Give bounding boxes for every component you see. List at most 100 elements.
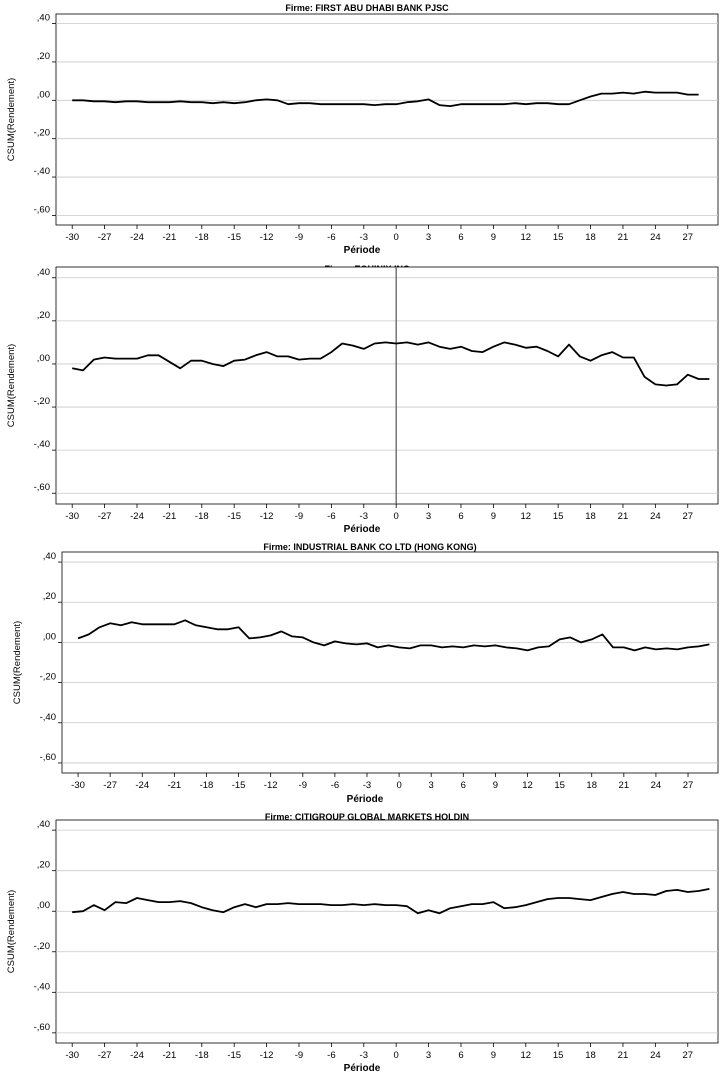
x-tick-label: 6	[461, 780, 466, 791]
x-tick-label: 3	[426, 232, 431, 243]
series-line	[72, 90, 699, 107]
x-tick-label: -21	[167, 780, 181, 791]
plot-area	[55, 13, 719, 226]
chart-title: Firme: CITIGROUP GLOBAL MARKETS HOLDIN	[265, 812, 469, 822]
x-tick-label: 18	[585, 232, 596, 243]
x-tick-label: 21	[618, 511, 629, 522]
x-tick-label: 6	[458, 1050, 463, 1061]
x-tick-label: 3	[426, 1050, 431, 1061]
y-axis-label: CSUM(Rendement)	[6, 78, 17, 161]
chart-4: Firme: CITIGROUP GLOBAL MARKETS HOLDIN ,4…	[6, 812, 719, 1074]
series-line	[72, 341, 710, 387]
x-tick-label: -18	[200, 780, 214, 791]
x-tick-label: 21	[618, 1050, 629, 1061]
y-tick-label: ,00	[37, 900, 50, 911]
x-tick-label: -12	[260, 1050, 274, 1061]
y-axis-label: CSUM(Rendement)	[12, 621, 23, 704]
x-tick-label: -15	[227, 232, 241, 243]
y-tick-label: ,40	[37, 819, 50, 830]
y-tick-label: ,00	[43, 631, 56, 642]
x-tick-label: 3	[429, 780, 434, 791]
y-tick-label: -,20	[34, 941, 50, 952]
y-tick-label: -,40	[34, 166, 50, 177]
x-tick-label: -27	[103, 780, 117, 791]
y-tick-label: -,60	[40, 752, 56, 763]
x-tick-label: -21	[163, 511, 177, 522]
x-tick-label: -18	[195, 1050, 209, 1061]
series-line	[77, 619, 710, 652]
x-axis-label: Période	[344, 524, 381, 535]
y-tick-label: -,20	[34, 128, 50, 139]
y-tick-label: ,20	[37, 51, 50, 62]
x-tick-label: 18	[585, 1050, 596, 1061]
x-tick-label: -27	[98, 232, 112, 243]
x-tick-label: 27	[683, 780, 694, 791]
y-tick-label: ,40	[37, 267, 50, 278]
x-tick-label: 9	[491, 511, 496, 522]
y-tick-label: -,60	[34, 204, 50, 215]
x-tick-label: 9	[493, 780, 498, 791]
x-tick-label: 15	[553, 1050, 564, 1061]
x-tick-label: -30	[65, 1050, 79, 1061]
y-tick-label: ,40	[43, 551, 56, 562]
chart-3: Firme: INDUSTRIAL BANK CO LTD (HONG KONG…	[12, 542, 719, 805]
x-tick-label: 24	[650, 511, 661, 522]
y-tick-label: -,20	[34, 396, 50, 407]
x-tick-label: 21	[619, 780, 630, 791]
x-tick-label: 27	[682, 511, 693, 522]
x-tick-label: -24	[130, 232, 144, 243]
x-tick-label: -12	[260, 511, 274, 522]
x-tick-label: 9	[491, 1050, 496, 1061]
x-tick-label: -18	[195, 511, 209, 522]
y-tick-label: -,40	[34, 439, 50, 450]
y-tick-label: -,20	[40, 672, 56, 683]
x-tick-label: -27	[98, 1050, 112, 1061]
x-tick-label: 9	[491, 232, 496, 243]
y-tick-label: -,40	[40, 712, 56, 723]
x-tick-label: -9	[295, 511, 303, 522]
x-tick-label: -15	[227, 1050, 241, 1061]
x-tick-label: -30	[71, 780, 85, 791]
x-tick-label: -6	[327, 1050, 335, 1061]
x-tick-label: 0	[394, 1050, 399, 1061]
x-tick-label: -6	[327, 511, 335, 522]
y-tick-label: ,40	[37, 13, 50, 24]
y-tick-label: ,20	[37, 860, 50, 871]
plot-area	[55, 266, 719, 505]
x-tick-label: 24	[650, 232, 661, 243]
x-tick-label: -27	[98, 511, 112, 522]
x-tick-label: 24	[651, 780, 662, 791]
x-tick-label: -24	[130, 511, 144, 522]
chart-1: Firme: FIRST ABU DHABI BANK PJSC ,40 ,20 ,0…	[6, 3, 719, 256]
x-tick-label: -30	[65, 232, 79, 243]
x-tick-label: 21	[618, 232, 629, 243]
x-tick-label: -6	[327, 232, 335, 243]
x-tick-label: -9	[295, 1050, 303, 1061]
x-tick-label: 6	[458, 511, 463, 522]
x-tick-label: -24	[135, 780, 149, 791]
y-tick-label: ,00	[37, 353, 50, 364]
plot-area	[55, 819, 719, 1044]
x-tick-label: 12	[520, 1050, 531, 1061]
plot-area	[61, 551, 719, 774]
chart-2: Firme: EQUINIX INC,40,20,00-,20-,40-,60-…	[6, 264, 719, 535]
x-tick-label: 0	[394, 511, 399, 522]
y-tick-label: ,00	[37, 89, 50, 100]
x-tick-label: -15	[227, 511, 241, 522]
y-tick-label: -,60	[34, 1022, 50, 1033]
x-tick-label: 6	[458, 232, 463, 243]
x-axis-label: Période	[344, 1063, 381, 1074]
y-axis-label: CSUM(Rendement)	[6, 890, 17, 973]
x-tick-label: 15	[554, 780, 565, 791]
x-tick-label: 27	[682, 232, 693, 243]
chart-title: Firme: FIRST ABU DHABI BANK PJSC	[285, 3, 449, 13]
x-tick-label: 18	[585, 511, 596, 522]
chart-title: Firme: INDUSTRIAL BANK CO LTD (HONG KONG…	[263, 542, 476, 552]
x-tick-label: 12	[520, 511, 531, 522]
x-tick-label: -15	[232, 780, 246, 791]
y-tick-label: -,40	[34, 981, 50, 992]
y-tick-label: ,20	[37, 310, 50, 321]
x-tick-label: -21	[163, 232, 177, 243]
x-tick-label: -18	[195, 232, 209, 243]
